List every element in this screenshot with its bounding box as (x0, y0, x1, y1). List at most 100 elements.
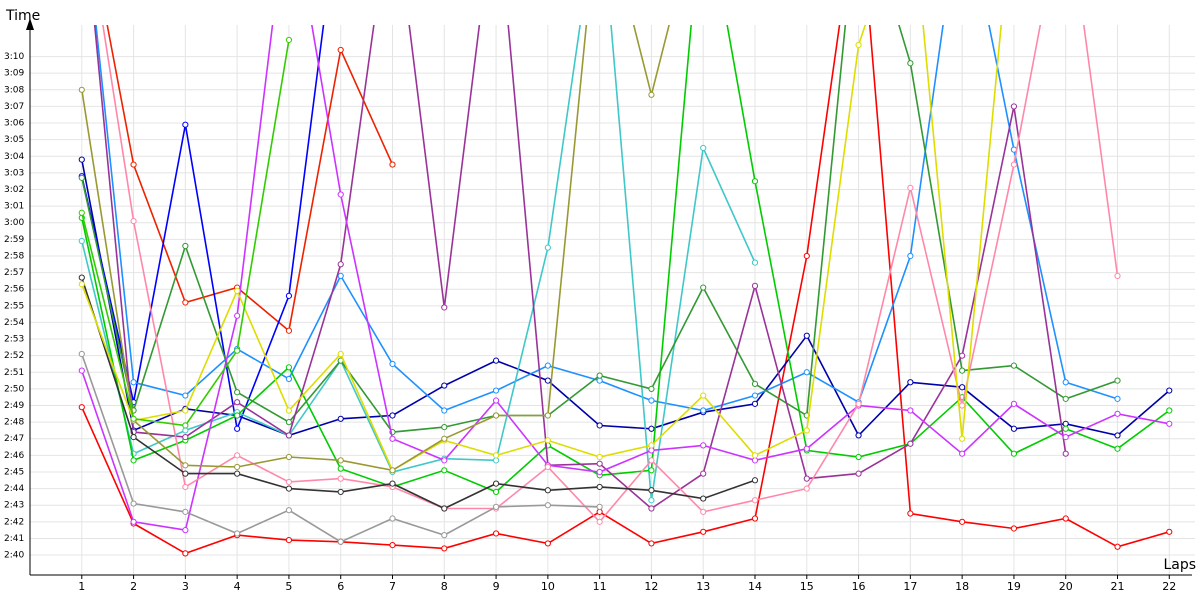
y-tick-label: 2:47 (4, 434, 24, 444)
point (182, 433, 189, 441)
x-tick-label: 14 (748, 580, 762, 593)
point (234, 287, 241, 294)
x-tick-label: 13 (696, 580, 710, 593)
point (648, 540, 655, 547)
point (959, 450, 966, 457)
point (700, 144, 707, 152)
point (285, 537, 293, 544)
point (648, 397, 655, 404)
point (1010, 161, 1018, 168)
point (700, 495, 707, 502)
point (596, 422, 603, 429)
point (234, 347, 241, 354)
point (751, 497, 759, 504)
point (285, 364, 293, 371)
point (751, 400, 759, 407)
point (596, 518, 603, 525)
point (389, 360, 396, 368)
point (751, 477, 759, 484)
point (182, 508, 189, 515)
point (1010, 450, 1018, 457)
point (959, 384, 966, 391)
point (1114, 543, 1121, 550)
x-tick-label: 12 (644, 580, 658, 593)
point (1114, 410, 1121, 417)
x-tick-label: 22 (1162, 580, 1176, 593)
point (182, 550, 189, 557)
point (78, 350, 85, 358)
point (596, 483, 603, 491)
point (337, 350, 344, 358)
point (441, 505, 448, 512)
point (234, 470, 241, 477)
point (648, 447, 655, 454)
point (234, 312, 241, 319)
point (700, 508, 707, 515)
point (751, 515, 759, 522)
series-line (93, 25, 1067, 510)
point (234, 412, 241, 419)
point (907, 407, 914, 414)
point (544, 540, 551, 547)
point (544, 412, 551, 419)
point (959, 352, 966, 359)
point (803, 252, 810, 260)
point (234, 463, 241, 471)
point (959, 367, 966, 374)
point (907, 184, 914, 191)
series-line (81, 159, 1170, 437)
point (234, 425, 241, 432)
point (182, 242, 189, 250)
y-tick-label: 3:08 (4, 85, 24, 95)
point (337, 191, 344, 198)
point (700, 284, 707, 291)
y-tick-label: 2:46 (4, 451, 24, 461)
point (285, 375, 293, 383)
point (1062, 425, 1069, 432)
point (700, 528, 707, 535)
x-tick-label: 15 (800, 580, 814, 593)
point (285, 407, 293, 414)
series-line (81, 25, 756, 501)
series-line (81, 25, 1170, 555)
point (337, 415, 344, 422)
point (596, 372, 603, 379)
point (1166, 387, 1173, 394)
point (130, 433, 137, 441)
point (648, 457, 655, 464)
point (130, 217, 137, 225)
point (959, 402, 966, 409)
point (492, 480, 500, 487)
y-tick-label: 2:41 (4, 534, 24, 544)
y-tick-label: 2:56 (4, 285, 24, 295)
point (182, 427, 189, 434)
point (1062, 450, 1069, 457)
point (130, 379, 137, 386)
point (751, 259, 759, 266)
series-line (81, 277, 756, 510)
point (596, 503, 603, 510)
point (1166, 407, 1173, 414)
point (389, 541, 396, 549)
point (441, 435, 448, 442)
point (1166, 528, 1173, 535)
point (648, 467, 655, 474)
point (234, 452, 241, 459)
point (544, 437, 551, 444)
y-tick-label: 3:03 (4, 168, 24, 178)
point (700, 392, 707, 399)
point (855, 453, 862, 461)
point (182, 483, 189, 491)
point (389, 467, 396, 474)
point (389, 480, 396, 487)
x-tick-label: 11 (593, 580, 607, 593)
y-tick-label: 2:57 (4, 268, 24, 278)
point (285, 327, 293, 334)
point (78, 86, 85, 93)
y-tick-label: 2:45 (4, 467, 24, 477)
point (855, 470, 862, 477)
point (337, 465, 344, 472)
point (803, 369, 810, 376)
point (389, 161, 396, 168)
